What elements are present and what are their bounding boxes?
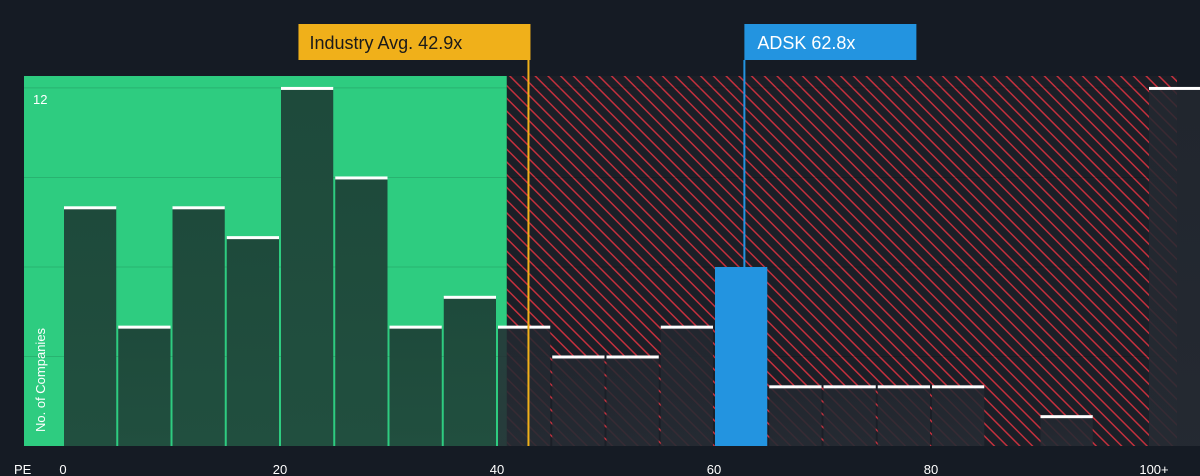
histogram-bar bbox=[64, 207, 117, 446]
bar-top-cap bbox=[118, 325, 171, 329]
bar-top-cap bbox=[335, 176, 388, 180]
histogram-bar bbox=[389, 326, 442, 446]
bar-top-cap bbox=[1040, 415, 1093, 419]
bar-top-cap bbox=[389, 325, 442, 329]
bar-top-cap bbox=[932, 385, 985, 389]
y-tick-label: 12 bbox=[33, 92, 47, 107]
bar-top-cap bbox=[64, 206, 117, 210]
bar-top-cap bbox=[281, 86, 334, 90]
bar-layer bbox=[64, 86, 1200, 447]
histogram-bar bbox=[498, 326, 551, 446]
bar-top-cap bbox=[877, 385, 930, 389]
histogram-bar bbox=[932, 386, 985, 446]
y-axis-title: No. of Companies bbox=[33, 327, 48, 432]
industry-avg-callout bbox=[298, 24, 531, 60]
bar-top-cap bbox=[443, 295, 496, 299]
bar-top-cap bbox=[769, 385, 822, 389]
company-pe-callout bbox=[744, 24, 917, 60]
histogram-bar bbox=[443, 296, 496, 446]
histogram-bar bbox=[877, 386, 930, 446]
histogram-bar bbox=[1149, 87, 1200, 446]
histogram-bar bbox=[715, 266, 768, 446]
x-tick-label: 0 bbox=[59, 462, 66, 476]
marker-layer: Industry Avg. 42.9x ADSK 62.8x bbox=[298, 24, 917, 446]
bar-top-cap bbox=[552, 355, 605, 359]
bar-top-cap bbox=[660, 325, 713, 329]
bar-top-cap bbox=[172, 206, 225, 210]
bar-top-cap bbox=[823, 385, 876, 389]
x-tick-label: 40 bbox=[490, 462, 504, 476]
bar-top-cap bbox=[226, 236, 279, 240]
histogram-bar bbox=[552, 356, 605, 446]
x-tick-label: 20 bbox=[273, 462, 287, 476]
x-axis-title: PE bbox=[14, 462, 32, 476]
bar-top-cap bbox=[606, 355, 659, 359]
histogram-bar bbox=[769, 386, 822, 446]
histogram-bar bbox=[823, 386, 876, 446]
histogram-bar bbox=[606, 356, 659, 446]
industry-avg-label: Industry Avg. 42.9x bbox=[309, 33, 462, 53]
x-tick-label: 60 bbox=[707, 462, 721, 476]
histogram-bar bbox=[226, 237, 279, 446]
histogram-bar bbox=[172, 207, 225, 446]
company-pe-label: ADSK 62.8x bbox=[757, 33, 855, 53]
histogram-bar bbox=[118, 326, 171, 446]
histogram-bar bbox=[1040, 416, 1093, 446]
x-tick-label: 100+ bbox=[1139, 462, 1168, 476]
histogram-bar bbox=[335, 177, 388, 447]
axis-layer: PE No. of Companies 12 0 20 40 60 80 100+ bbox=[14, 92, 1169, 476]
bar-top-cap bbox=[498, 325, 551, 329]
histogram-bar bbox=[660, 326, 713, 446]
histogram-bar bbox=[281, 87, 334, 446]
x-tick-label: 80 bbox=[924, 462, 938, 476]
bar-top-cap bbox=[1149, 86, 1200, 90]
